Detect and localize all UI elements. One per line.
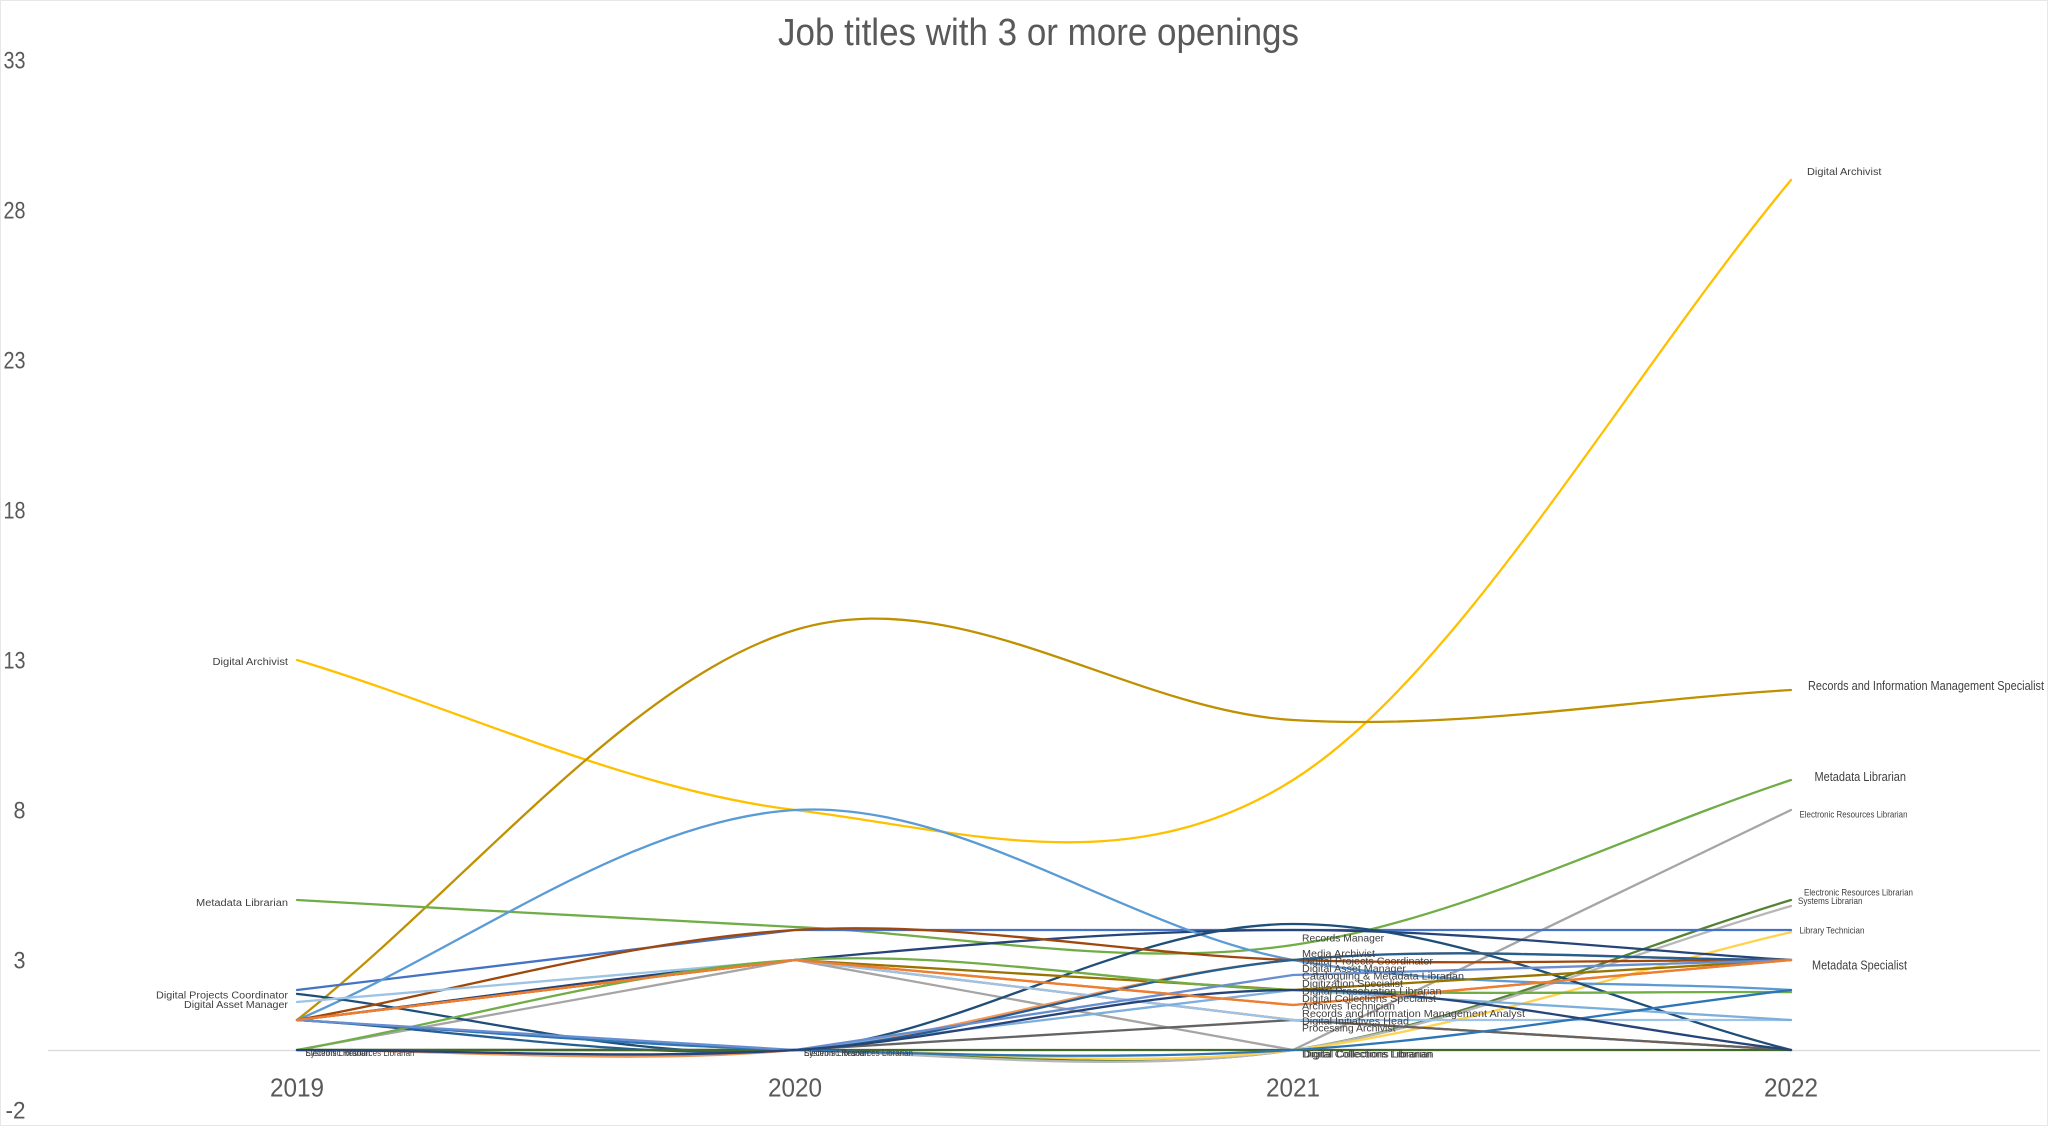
svg-text:2022: 2022 [1764, 1073, 1818, 1103]
svg-text:8: 8 [14, 797, 26, 824]
svg-text:Digital Archivist: Digital Archivist [213, 657, 289, 668]
svg-text:2020: 2020 [768, 1073, 822, 1103]
svg-text:Digital Initiatives Head: Digital Initiatives Head [1302, 1016, 1409, 1027]
svg-text:Cataloguing & Metadata Librari: Cataloguing & Metadata Librarian [1302, 972, 1464, 983]
svg-text:Processing Archivist: Processing Archivist [1302, 1024, 1396, 1035]
svg-text:Records Manager: Records Manager [1302, 934, 1385, 945]
svg-text:Digital Preservation Librarian: Digital Preservation Librarian [1302, 987, 1442, 998]
svg-text:Electronic Resources Librarian: Electronic Resources Librarian [1804, 888, 1913, 899]
svg-text:Digital Asset Manager: Digital Asset Manager [184, 1000, 289, 1011]
svg-text:Records and Information Manage: Records and Information Management Speci… [1808, 679, 2044, 693]
svg-text:Electronic Resources Librarian: Electronic Resources Librarian [804, 1048, 913, 1059]
svg-text:Records and Information Manage: Records and Information Management Analy… [1302, 1009, 1525, 1020]
svg-text:Metadata Librarian: Metadata Librarian [196, 898, 288, 909]
svg-text:Job titles with 3 or more open: Job titles with 3 or more openings [778, 12, 1299, 54]
svg-text:Digital Projects Coordinator: Digital Projects Coordinator [156, 991, 289, 1002]
svg-text:Digital Archivist: Digital Archivist [1807, 166, 1882, 178]
svg-text:Electronic Resources Librarian: Electronic Resources Librarian [1800, 810, 1908, 821]
svg-text:18: 18 [4, 497, 26, 524]
svg-text:Metadata Librarian: Metadata Librarian [1815, 770, 1907, 784]
svg-text:Systems Librarian: Systems Librarian [306, 1048, 371, 1059]
svg-text:Systems Librarian: Systems Librarian [804, 1048, 869, 1059]
svg-text:Metadata Specialist: Metadata Specialist [1812, 959, 1907, 973]
svg-text:Media Archivist: Media Archivist [1302, 949, 1375, 960]
svg-text:Digitization Specialist: Digitization Specialist [1302, 979, 1403, 990]
svg-text:Electronic Resources Librarian: Electronic Resources Librarian [306, 1048, 415, 1059]
svg-text:Digital Collections Specialist: Digital Collections Specialist [1302, 994, 1436, 1005]
svg-text:13: 13 [4, 647, 26, 674]
svg-text:Digital Asset Manager: Digital Asset Manager [1302, 964, 1407, 975]
svg-text:Digital Collections Librarian: Digital Collections Librarian [1304, 1049, 1434, 1060]
svg-text:23: 23 [4, 347, 26, 374]
svg-text:Digital Collections Librarian: Digital Collections Librarian [1302, 1049, 1432, 1060]
svg-text:Systems Librarian: Systems Librarian [1798, 896, 1863, 907]
svg-text:3: 3 [14, 947, 26, 974]
svg-text:Digital Projects Coordinator: Digital Projects Coordinator [1302, 957, 1434, 968]
svg-text:Library Technician: Library Technician [1800, 926, 1865, 937]
svg-text:2019: 2019 [270, 1073, 324, 1103]
svg-text:2021: 2021 [1266, 1073, 1320, 1103]
svg-text:Archives Technician: Archives Technician [1302, 1001, 1395, 1012]
svg-text:33: 33 [4, 47, 26, 74]
svg-text:-2: -2 [6, 1097, 26, 1124]
svg-text:28: 28 [4, 197, 26, 224]
